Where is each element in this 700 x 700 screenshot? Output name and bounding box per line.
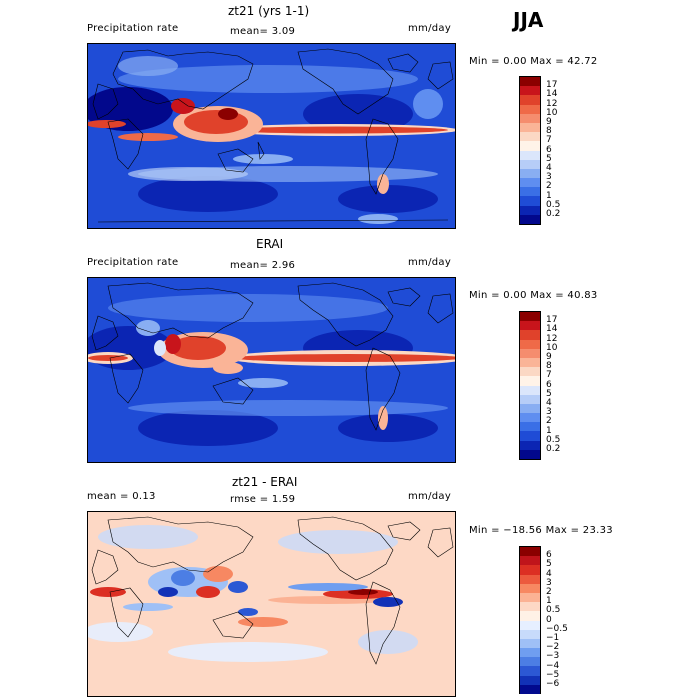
panel-2-legend-tick: 4 (546, 398, 552, 408)
panel-1-legend-tick: 2 (546, 181, 552, 191)
panel-2-legend-tick: 17 (546, 315, 558, 325)
panel-3-legend-tick: 5 (546, 559, 552, 569)
panel-3-legend-tick: −0.5 (546, 624, 568, 634)
panel-1-legend-tick: 7 (546, 135, 552, 145)
panel-3-legend-tick: 0 (546, 615, 552, 625)
panel-3-legend-tick: 3 (546, 578, 552, 588)
panel-1-units: mm/day (408, 23, 452, 34)
panel-1-legend-tick: 4 (546, 163, 552, 173)
panel-1-legend-tick: 8 (546, 126, 552, 136)
panel-2-legend-tick: 9 (546, 352, 552, 362)
panel-2-minmax: Min = 0.00 Max = 40.83 (469, 290, 598, 301)
panel-1-legend-tick: 0.2 (546, 209, 561, 219)
panel-2-legend-tick: 8 (546, 361, 552, 371)
panel-3-legend-tick: −1 (546, 633, 560, 643)
panel-2-legend-tick: 7 (546, 370, 552, 380)
panel-1-colorbar (519, 76, 541, 225)
panel-3-legend-tick: 1 (546, 596, 552, 606)
panel-2-field-label: Precipitation rate (87, 257, 179, 268)
panel-3-units: mm/day (408, 491, 452, 502)
panel-3-colorbar (519, 546, 541, 694)
panel-1-legend-tick: 6 (546, 145, 552, 155)
panel-1-legend-tick: 17 (546, 80, 558, 90)
panel-3-legend-tick: 2 (546, 587, 552, 597)
panel-2-legend-tick: 12 (546, 334, 558, 344)
panel-3-legend-tick: −5 (546, 670, 560, 680)
panel-3-difference-map (87, 511, 456, 697)
panel-2-title: ERAI (256, 237, 284, 251)
panel-2-legend-tick: 6 (546, 380, 552, 390)
season-label: JJA (513, 8, 544, 32)
panel-2-legend-tick: 10 (546, 343, 558, 353)
panel-2-precip-map (87, 277, 456, 463)
panel-1-legend-tick: 14 (546, 89, 558, 99)
panel-1-title: zt21 (yrs 1-1) (228, 4, 310, 18)
panel-3-legend-tick: 0.5 (546, 605, 561, 615)
panel-2-legend-tick: 3 (546, 407, 552, 417)
panel-1-legend-tick: 3 (546, 172, 552, 182)
panel-3-legend-tick: −6 (546, 679, 560, 689)
panel-3-legend-tick: 6 (546, 550, 552, 560)
panel-2-mean: mean= 2.96 (230, 260, 296, 271)
panel-1-legend-tick: 1 (546, 191, 552, 201)
panel-2-legend-tick: 0.5 (546, 435, 561, 445)
panel-1-mean: mean= 3.09 (230, 26, 296, 37)
panel-1-legend-tick: 5 (546, 154, 552, 164)
panel-2-legend-tick: 5 (546, 389, 552, 399)
panel-1-legend-tick: 10 (546, 108, 558, 118)
panel-1-minmax: Min = 0.00 Max = 42.72 (469, 56, 598, 67)
panel-3-legend-tick: −2 (546, 642, 560, 652)
panel-1-legend-tick: 0.5 (546, 200, 561, 210)
panel-1-field-label: Precipitation rate (87, 23, 179, 34)
panel-2-legend-tick: 14 (546, 324, 558, 334)
panel-3-legend-tick: 4 (546, 569, 552, 579)
panel-1-legend-tick: 12 (546, 99, 558, 109)
panel-3-legend-tick: −4 (546, 661, 560, 671)
panel-3-minmax: Min = −18.56 Max = 23.33 (469, 525, 613, 536)
panel-1-precip-map (87, 43, 456, 229)
panel-2-legend-tick: 2 (546, 416, 552, 426)
panel-2-units: mm/day (408, 257, 452, 268)
panel-3-legend-tick: −3 (546, 651, 560, 661)
panel-1-legend-tick: 9 (546, 117, 552, 127)
panel-3-title: zt21 - ERAI (232, 475, 298, 489)
panel-3-rmse: rmse = 1.59 (230, 494, 296, 505)
panel-2-legend-tick: 0.2 (546, 444, 561, 454)
panel-2-colorbar (519, 311, 541, 460)
panel-3-mean: mean = 0.13 (87, 491, 156, 502)
panel-2-legend-tick: 1 (546, 426, 552, 436)
